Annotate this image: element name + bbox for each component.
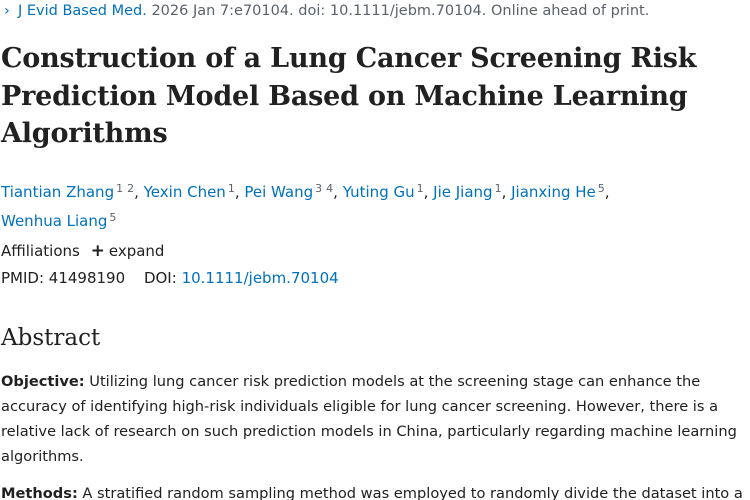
affiliations-expand-button[interactable]: + expand bbox=[90, 241, 165, 261]
author-link[interactable]: Tiantian Zhang bbox=[1, 183, 115, 201]
author-link[interactable]: Wenhua Liang bbox=[1, 212, 108, 230]
article-title: Construction of a Lung Cancer Screening … bbox=[1, 43, 697, 149]
author-link[interactable]: Jianxing He bbox=[511, 183, 596, 201]
citation-line: › J Evid Based Med. 2026 Jan 7:e70104. do… bbox=[4, 3, 649, 19]
author-link[interactable]: Jie Jiang bbox=[433, 183, 493, 201]
plus-icon: + bbox=[90, 241, 105, 261]
objective-text: Utilizing lung cancer risk prediction mo… bbox=[1, 373, 737, 465]
author-affiliation-refs[interactable]: 5 bbox=[597, 182, 605, 195]
author-link[interactable]: Pei Wang bbox=[244, 183, 314, 201]
affiliations-row: Affiliations + expand bbox=[1, 241, 164, 261]
objective-label: Objective: bbox=[1, 373, 85, 390]
author-link[interactable]: Yexin Chen bbox=[143, 183, 226, 201]
pmid-value: 41498190 bbox=[48, 269, 126, 287]
chevron-right-icon[interactable]: › bbox=[4, 3, 10, 19]
author-list: Tiantian Zhang 1 2, Yexin Chen 1, Pei Wang 3… bbox=[1, 182, 610, 230]
affiliations-label: Affiliations bbox=[1, 242, 80, 260]
journal-link[interactable]: J Evid Based Med. bbox=[18, 3, 147, 19]
identifiers-row: PMID: 41498190 DOI: 10.1111/jebm.70104 bbox=[1, 269, 339, 287]
abstract-heading: Abstract bbox=[1, 325, 101, 351]
expand-label: expand bbox=[108, 242, 165, 260]
author-affiliation-refs[interactable]: 1 bbox=[227, 182, 235, 195]
abstract-objective: Objective: Utilizing lung cancer risk pr… bbox=[1, 369, 745, 469]
doi-label: DOI: bbox=[143, 269, 177, 287]
author-affiliation-refs[interactable]: 5 bbox=[109, 211, 117, 224]
methods-label: Methods: bbox=[1, 485, 78, 500]
author-affiliation-refs[interactable]: 1 bbox=[416, 182, 424, 195]
citation-details: 2026 Jan 7:e70104. doi: 10.1111/jebm.701… bbox=[146, 3, 650, 19]
abstract-methods: Methods: A stratified random sampling me… bbox=[1, 481, 745, 500]
doi-link[interactable]: 10.1111/jebm.70104 bbox=[181, 269, 339, 287]
author-link[interactable]: Yuting Gu bbox=[342, 183, 415, 201]
pmid-label: PMID: bbox=[1, 269, 45, 287]
author-affiliation-refs[interactable]: 1 bbox=[494, 182, 502, 195]
methods-text: A stratified random sampling method was … bbox=[77, 485, 743, 500]
